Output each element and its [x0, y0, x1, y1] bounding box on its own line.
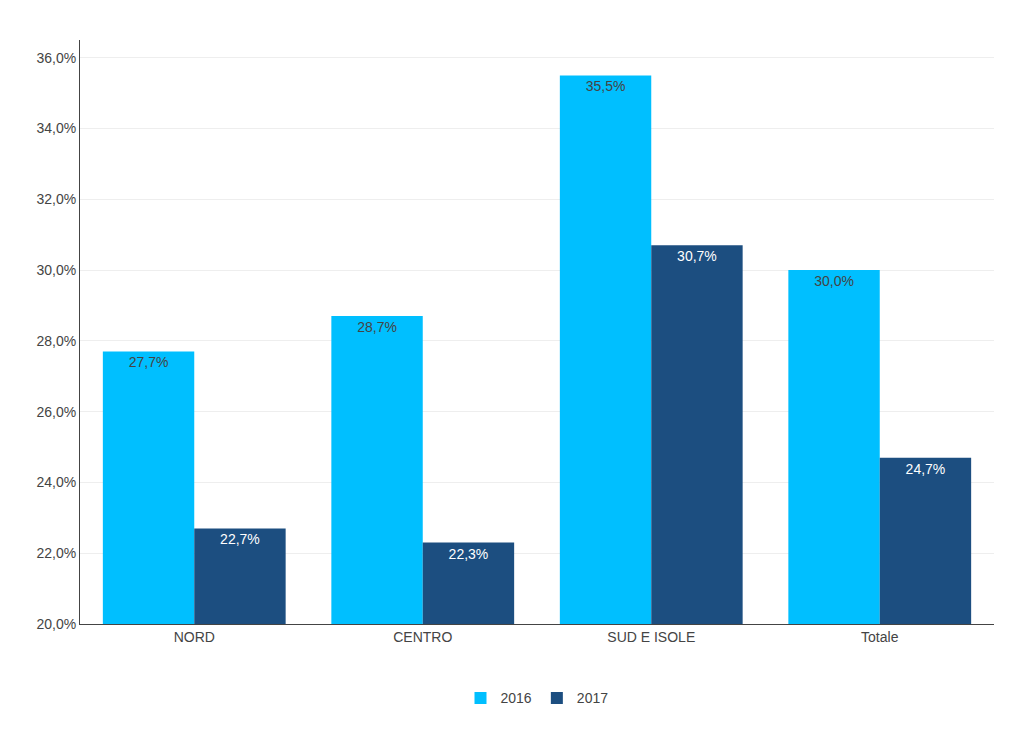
- svg-text:26,0%: 26,0%: [36, 404, 76, 420]
- svg-text:34,0%: 34,0%: [36, 120, 76, 136]
- svg-text:28,7%: 28,7%: [357, 319, 397, 335]
- svg-text:30,0%: 30,0%: [814, 273, 854, 289]
- svg-text:CENTRO: CENTRO: [393, 629, 452, 645]
- svg-text:SUD E ISOLE: SUD E ISOLE: [607, 629, 695, 645]
- svg-text:22,7%: 22,7%: [220, 531, 260, 547]
- svg-text:2017: 2017: [577, 690, 608, 706]
- svg-text:20,0%: 20,0%: [36, 616, 76, 632]
- svg-text:30,0%: 30,0%: [36, 262, 76, 278]
- svg-text:27,7%: 27,7%: [129, 354, 169, 370]
- svg-text:2016: 2016: [501, 690, 532, 706]
- svg-text:30,7%: 30,7%: [677, 248, 717, 264]
- svg-text:35,5%: 35,5%: [586, 78, 626, 94]
- svg-text:22,0%: 22,0%: [36, 545, 76, 561]
- svg-text:32,0%: 32,0%: [36, 191, 76, 207]
- svg-text:NORD: NORD: [174, 629, 215, 645]
- svg-text:36,0%: 36,0%: [36, 50, 76, 66]
- svg-text:28,0%: 28,0%: [36, 333, 76, 349]
- svg-text:22,3%: 22,3%: [449, 546, 489, 562]
- svg-text:Totale: Totale: [861, 629, 899, 645]
- svg-text:24,0%: 24,0%: [36, 474, 76, 490]
- svg-text:24,7%: 24,7%: [906, 461, 946, 477]
